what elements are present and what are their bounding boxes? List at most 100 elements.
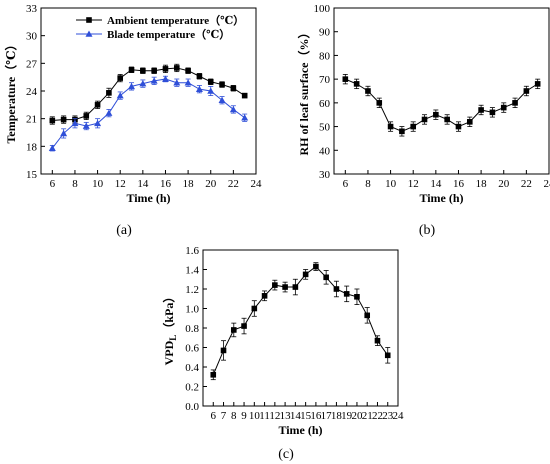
data-point [365, 88, 371, 94]
legend-marker [86, 17, 92, 23]
data-point [94, 102, 101, 108]
data-point [241, 92, 248, 99]
x-axis-label: Time (h) [126, 191, 170, 205]
series-line [212, 265, 389, 375]
data-point [139, 80, 147, 87]
y-tick-label: 24 [26, 86, 38, 98]
x-tick-label: 10 [385, 178, 397, 190]
data-point [116, 92, 124, 99]
y-tick-label: 21 [26, 114, 37, 126]
x-tick-label: 16 [160, 178, 172, 190]
data-point [313, 263, 319, 270]
x-tick-label: 18 [476, 178, 488, 190]
data-point [387, 123, 394, 130]
y-axis-label: Temperature（℃） [3, 38, 18, 143]
data-point [184, 79, 192, 86]
y-tick-label: 0.0 [185, 401, 199, 413]
data-point [161, 75, 169, 82]
y-tick-label: 0.4 [185, 362, 199, 374]
y-tick-label: 0.8 [185, 323, 199, 335]
data-point [128, 66, 135, 73]
x-tick-label: 18 [331, 410, 343, 422]
x-tick-label: 22 [228, 178, 239, 190]
data-point [323, 274, 329, 281]
data-point [83, 113, 90, 119]
x-tick-label: 8 [72, 178, 78, 190]
chart-panel-1: 6 8 10 12 14 16 18 20 22 24 15 18 21 24 27 30 33 Time (h)… [3, 3, 262, 238]
x-tick-label: 22 [372, 410, 383, 422]
series-1 [210, 262, 391, 381]
series-line [51, 78, 245, 149]
data-point [353, 81, 360, 87]
data-point [251, 305, 258, 312]
data-point [162, 66, 169, 72]
data-point [210, 372, 217, 378]
x-tick-label: 24 [393, 410, 405, 422]
data-point [117, 75, 124, 81]
data-point [241, 323, 247, 329]
x-tick-label: 21 [362, 410, 373, 422]
y-axis-label-subscript: L [168, 335, 178, 341]
legend-marker [85, 30, 93, 37]
y-tick-label: 18 [26, 141, 38, 153]
data-point [342, 76, 349, 82]
legend: Ambient temperature（℃）Blade temperature（… [76, 14, 244, 41]
data-point [60, 116, 67, 123]
data-point [151, 67, 157, 74]
data-point [500, 104, 507, 111]
data-point [106, 90, 112, 96]
data-point [343, 291, 350, 297]
y-tick-label: 1.2 [185, 284, 199, 296]
data-point [478, 107, 484, 113]
y-tick-label: 60 [319, 98, 331, 110]
x-tick-label: 15 [300, 410, 312, 422]
series-1 [49, 63, 248, 125]
x-tick-label: 16 [453, 178, 465, 190]
data-point [230, 85, 237, 92]
data-point [261, 293, 268, 299]
data-point [354, 294, 360, 300]
x-tick-label: 24 [251, 178, 263, 190]
x-tick-label: 16 [310, 410, 322, 422]
y-axis-label-unit: （kPa） [161, 291, 176, 335]
x-tick-label: 7 [221, 410, 227, 422]
panel-label: (c) [278, 447, 294, 462]
x-tick-label: 24 [544, 178, 550, 190]
data-point [173, 79, 181, 86]
y-tick-label: 1.6 [185, 245, 199, 257]
data-point [94, 119, 102, 127]
data-point [455, 123, 462, 130]
data-point [128, 82, 136, 90]
x-tick-label: 14 [137, 178, 149, 190]
data-point [173, 65, 180, 71]
data-point [207, 87, 215, 94]
x-tick-label: 8 [231, 410, 237, 422]
x-axis-label: Time (h) [278, 423, 322, 437]
data-point [534, 81, 541, 87]
x-tick-label: 12 [408, 178, 419, 190]
data-point [376, 100, 383, 106]
data-point [229, 105, 237, 113]
y-tick-label: 40 [319, 145, 331, 157]
legend-label: Ambient temperature（℃） [107, 14, 244, 27]
y-tick-label: 1.0 [185, 304, 199, 316]
data-point [282, 284, 288, 290]
x-tick-label: 14 [430, 178, 442, 190]
panel-label: (b) [419, 223, 436, 238]
data-point [374, 337, 381, 344]
x-tick-label: 6 [50, 178, 56, 190]
x-tick-label: 10 [249, 410, 261, 422]
data-point [48, 144, 56, 151]
x-tick-label: 8 [365, 178, 371, 190]
data-point [333, 286, 340, 292]
series-line [52, 67, 245, 122]
x-tick-label: 11 [259, 410, 270, 422]
data-point [512, 100, 518, 106]
y-tick-label: 0.2 [185, 382, 199, 394]
data-point [489, 109, 496, 116]
x-tick-label: 23 [382, 410, 394, 422]
data-point [272, 282, 278, 288]
x-tick-label: 6 [343, 178, 349, 190]
series-2 [48, 75, 249, 152]
